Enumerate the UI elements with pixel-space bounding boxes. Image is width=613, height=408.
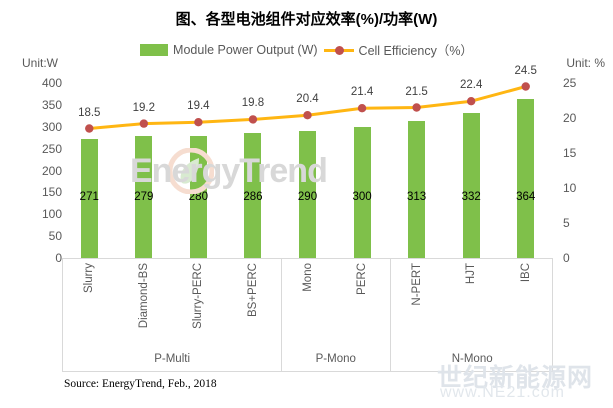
efficiency-marker[interactable] [194, 118, 203, 127]
efficiency-marker[interactable] [85, 124, 94, 133]
bar-value-label: 313 [407, 191, 427, 203]
efficiency-value-label: 18.5 [78, 106, 101, 119]
source-note: Source: EnergyTrend, Feb., 2018 [64, 378, 217, 390]
bar[interactable] [517, 98, 535, 258]
bar-value-label: 279 [134, 191, 154, 203]
efficiency-marker[interactable] [303, 111, 312, 120]
y-tick-right-0: 0 [563, 251, 570, 265]
y-tick-left-250: 250 [41, 141, 62, 156]
efficiency-marker[interactable] [466, 97, 476, 106]
efficiency-value-label: 20.4 [296, 93, 319, 106]
efficiency-marker[interactable] [521, 82, 530, 91]
category-label: Mono [301, 263, 314, 292]
bar[interactable] [462, 112, 480, 258]
y-tick-left-50: 50 [48, 229, 62, 244]
category-label: N-PERT [410, 263, 423, 306]
bar-value-label: 332 [461, 191, 481, 203]
y-tick-left-400: 400 [41, 76, 62, 90]
y-tick-left-350: 350 [41, 97, 62, 112]
cell-efficiency-line [85, 82, 530, 133]
legend-item-module-power[interactable]: Module Power Output (W) [140, 43, 318, 57]
legend-label-module-power: Module Power Output (W) [173, 42, 318, 57]
bar-value-label: 280 [188, 191, 208, 203]
efficiency-value-label: 19.2 [132, 101, 156, 114]
efficiency-value-label: 22.4 [459, 79, 483, 92]
bar-value-label: 271 [79, 191, 99, 203]
chart-legend: Module Power Output (W) Cell Efficiency（… [0, 40, 613, 59]
y-tick-left-0: 0 [55, 251, 62, 265]
group-label: P-Multi [154, 353, 190, 365]
y-tick-right-25: 25 [563, 76, 577, 90]
plot-area [62, 82, 553, 258]
y-tick-right-20: 20 [563, 111, 577, 125]
chart-title: 图、各型电池组件对应效率(%)/功率(W) [175, 11, 438, 28]
efficiency-value-label: 24.5 [514, 64, 537, 77]
group-separator [390, 259, 392, 372]
group-label: N-Mono [451, 353, 493, 365]
category-label: Slurry-PERC [192, 263, 205, 329]
bar-value-label: 300 [352, 191, 372, 203]
x-axis-line [62, 258, 553, 259]
y-tick-left-100: 100 [41, 207, 62, 222]
legend-item-cell-efficiency[interactable]: Cell Efficiency（%） [323, 40, 473, 59]
efficiency-value-label: 21.5 [405, 85, 428, 98]
line-marker-swatch-icon [323, 44, 354, 56]
category-axis: Slurry Diamond-BS Slurry-PERC BS+PERC Mono PE… [62, 259, 553, 372]
efficiency-value-label: 19.4 [187, 100, 210, 113]
y-tick-right-5: 5 [563, 216, 570, 230]
legend-label-cell-efficiency: Cell Efficiency（%） [358, 44, 473, 58]
efficiency-marker[interactable] [357, 104, 367, 113]
category-label: Diamond-BS [137, 263, 150, 329]
category-label: PERC [356, 263, 369, 295]
category-label: IBC [519, 263, 532, 283]
category-label: HJT [465, 263, 478, 285]
efficiency-marker[interactable] [139, 119, 149, 128]
group-label: P-Mono [315, 353, 356, 365]
y-tick-left-200: 200 [41, 163, 62, 178]
bar-value-label: 286 [243, 191, 263, 203]
bar[interactable] [408, 121, 426, 258]
efficiency-value-label: 21.4 [350, 86, 374, 99]
y-tick-left-300: 300 [41, 119, 62, 134]
bar[interactable] [299, 131, 316, 258]
efficiency-marker[interactable] [412, 103, 421, 112]
category-label: Slurry [83, 263, 96, 294]
bar-value-label: 364 [516, 191, 536, 203]
bar[interactable] [244, 132, 262, 258]
category-label: BS+PERC [246, 263, 259, 318]
efficiency-marker[interactable] [248, 115, 258, 124]
bar[interactable] [353, 126, 371, 258]
group-separator [281, 259, 283, 372]
bar[interactable] [135, 135, 153, 258]
efficiency-value-label: 19.8 [241, 97, 265, 110]
y-tick-right-15: 15 [563, 146, 577, 160]
bar-value-label: 290 [297, 191, 318, 203]
y-tick-right-10: 10 [563, 181, 577, 195]
unit-label-left: Unit:W [22, 56, 58, 70]
ne21-url-watermark: www.NE21.com [440, 384, 565, 401]
bar[interactable] [80, 139, 98, 258]
y-tick-left-150: 150 [41, 185, 62, 200]
bar-swatch-icon [140, 43, 169, 56]
unit-label-right: Unit: % [566, 56, 605, 70]
